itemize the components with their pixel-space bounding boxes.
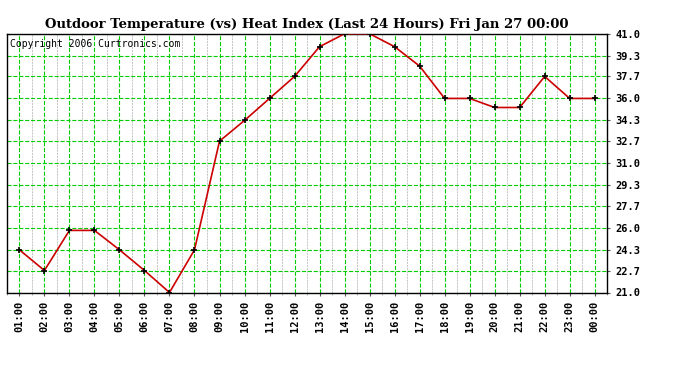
Text: Copyright 2006 Curtronics.com: Copyright 2006 Curtronics.com [10,39,180,49]
Title: Outdoor Temperature (vs) Heat Index (Last 24 Hours) Fri Jan 27 00:00: Outdoor Temperature (vs) Heat Index (Las… [46,18,569,31]
